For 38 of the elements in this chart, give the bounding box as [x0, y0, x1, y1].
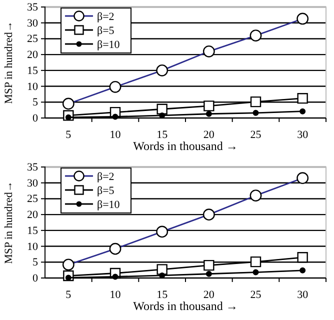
x-tick-label: 10	[110, 128, 122, 141]
y-tick-label: 35	[27, 2, 38, 14]
legend-label: β=10	[97, 199, 120, 211]
y-tick-label: 15	[27, 224, 38, 237]
y-tick-label: 35	[27, 162, 38, 174]
x-tick-label: 15	[156, 128, 168, 141]
x-axis-title: Words in thousand →	[133, 299, 238, 313]
y-tick-label: 5	[32, 96, 38, 109]
y-axis-title: MSP in hundred→	[3, 21, 15, 104]
legend-label: β=10	[97, 39, 120, 51]
y-tick-label: 0	[32, 272, 38, 285]
y-tick-label: 25	[27, 33, 38, 46]
x-tick-label: 10	[110, 288, 122, 301]
y-tick-label: 10	[27, 240, 38, 253]
y-tick-label: 5	[32, 256, 38, 269]
x-tick-label: 25	[250, 128, 262, 141]
x-tick-label: 20	[203, 128, 215, 141]
y-tick-label: 15	[27, 64, 38, 77]
y-tick-label: 0	[32, 112, 38, 125]
y-tick-label: 20	[27, 209, 38, 222]
x-axis-title: Words in thousand →	[133, 139, 238, 153]
y-tick-label: 30	[27, 17, 38, 30]
legend-label: β=5	[97, 185, 115, 197]
y-axis-title: MSP in hundred→	[3, 181, 15, 264]
x-tick-label: 5	[66, 128, 72, 141]
y-tick-label: 20	[27, 49, 38, 62]
x-tick-label: 25	[250, 288, 262, 301]
x-tick-label: 30	[297, 288, 309, 301]
x-tick-label: 15	[156, 288, 168, 301]
y-tick-label: 25	[27, 193, 38, 206]
x-tick-label: 5	[66, 288, 72, 301]
x-tick-label: 30	[297, 128, 309, 141]
x-tick-label: 20	[203, 288, 215, 301]
legend-label: β=2	[97, 11, 114, 23]
y-tick-label: 30	[27, 177, 38, 190]
y-tick-label: 10	[27, 80, 38, 93]
legend-label: β=2	[97, 171, 114, 183]
legend-label: β=5	[97, 25, 115, 37]
